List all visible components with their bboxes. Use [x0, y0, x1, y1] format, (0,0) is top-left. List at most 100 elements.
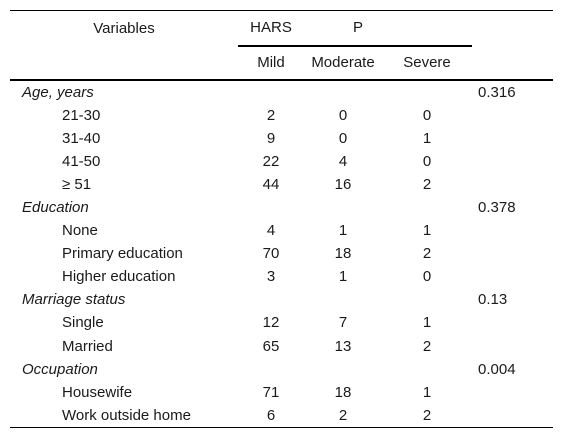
cell-moderate: 0	[338, 106, 348, 124]
row-label: 21-30	[62, 106, 101, 124]
group-row: Occupation 0.004	[10, 358, 553, 381]
group-empty-cell	[238, 289, 304, 312]
cell-mild: 4	[266, 222, 276, 240]
table-header: Variables HARS P Mild Moderate Severe	[10, 10, 553, 81]
group-label: Occupation	[22, 360, 98, 378]
cell-moderate: 13	[334, 337, 352, 355]
group-empty-cell	[382, 289, 472, 312]
cell-severe: 2	[382, 404, 472, 429]
header-severe: Severe	[382, 46, 472, 81]
row-label: Married	[62, 337, 113, 355]
header-p: P	[352, 19, 363, 36]
cell-mild: 71	[262, 383, 280, 401]
group-p-value: 0.13	[478, 291, 508, 309]
group-label: Age, years	[22, 83, 94, 101]
table-row: Single 12 7 1	[10, 312, 553, 335]
row-label: Higher education	[62, 268, 176, 286]
cell-mild: 65	[262, 337, 280, 355]
row-p-empty	[472, 127, 553, 150]
header-variables: Variables	[10, 10, 238, 46]
group-empty-cell	[382, 80, 472, 104]
header-empty-p-col	[472, 10, 553, 46]
row-p-empty	[472, 381, 553, 404]
table-row: Primary education 70 18 2	[10, 243, 553, 266]
group-empty-cell	[382, 358, 472, 381]
table-row: 31-40 9 0 1	[10, 127, 553, 150]
row-label: 31-40	[62, 129, 101, 147]
cell-mild: 2	[266, 106, 276, 124]
group-empty-cell	[304, 358, 382, 381]
cell-moderate: 18	[334, 383, 352, 401]
row-p-empty	[472, 104, 553, 127]
cell-severe: 2	[422, 337, 432, 355]
cell-moderate: 0	[338, 129, 348, 147]
table-row: 41-50 22 4 0	[10, 150, 553, 173]
table-row: None 4 1 1	[10, 220, 553, 243]
row-label: 41-50	[62, 152, 101, 170]
group-empty-cell	[382, 196, 472, 219]
row-label: ≥ 51	[62, 175, 92, 193]
cell-mild: 22	[262, 152, 280, 170]
row-label: Single	[62, 314, 104, 332]
cell-moderate: 1	[338, 222, 348, 240]
table-row: Higher education 3 1 0	[10, 266, 553, 289]
group-label: Education	[22, 199, 89, 217]
cell-severe: 1	[422, 222, 432, 240]
cell-severe: 0	[422, 152, 432, 170]
group-row: Age, years 0.316	[10, 80, 553, 104]
cell-severe: 1	[422, 314, 432, 332]
hars-table: Variables HARS P Mild Moderate Severe Ag…	[10, 10, 553, 429]
group-p-value: 0.378	[478, 199, 516, 217]
header-empty-p	[472, 46, 553, 81]
row-p-empty	[472, 173, 553, 196]
group-empty-cell	[238, 358, 304, 381]
cell-severe: 2	[422, 245, 432, 263]
group-empty-cell	[304, 80, 382, 104]
row-p-empty	[472, 266, 553, 289]
cell-severe: 1	[422, 129, 432, 147]
group-empty-cell	[238, 80, 304, 104]
header-row-2: Mild Moderate Severe	[10, 46, 553, 81]
table-row: Married 65 13 2	[10, 335, 553, 358]
group-empty-cell	[238, 196, 304, 219]
row-p-empty	[472, 404, 553, 429]
group-row: Marriage status 0.13	[10, 289, 553, 312]
cell-severe: 0	[422, 268, 432, 286]
cell-severe: 2	[422, 175, 432, 193]
header-row-1: Variables HARS P	[10, 10, 553, 47]
cell-mild: 3	[266, 268, 276, 286]
header-empty-var	[10, 46, 238, 81]
cell-moderate: 4	[338, 152, 348, 170]
cell-severe: 0	[422, 106, 432, 124]
cell-mild: 44	[262, 175, 280, 193]
table-row: Work outside home 6 2 2	[10, 404, 553, 429]
cell-mild: 9	[266, 129, 276, 147]
cell-mild: 12	[262, 314, 280, 332]
header-moderate: Moderate	[304, 46, 382, 81]
row-label: Housewife	[62, 383, 133, 401]
cell-mild: 6	[238, 404, 304, 429]
table-row: 21-30 2 0 0	[10, 104, 553, 127]
cell-moderate: 18	[334, 245, 352, 263]
row-p-empty	[472, 335, 553, 358]
row-p-empty	[472, 220, 553, 243]
row-label: None	[62, 222, 98, 240]
cell-mild: 70	[262, 245, 280, 263]
row-p-empty	[472, 243, 553, 266]
cell-moderate: 16	[334, 175, 352, 193]
group-label: Marriage status	[22, 291, 126, 309]
header-p-span: P	[304, 10, 472, 47]
table-body: Age, years 0.316 21-30 2 0 0 31-40 9 0 1 41-50 22 4 0…	[10, 80, 553, 429]
row-label: Work outside home	[10, 404, 238, 429]
cell-severe: 1	[422, 383, 432, 401]
row-p-empty	[472, 312, 553, 335]
group-p-value: 0.004	[478, 360, 516, 378]
group-empty-cell	[304, 289, 382, 312]
header-hars: HARS	[238, 10, 304, 47]
table-row: ≥ 51 44 16 2	[10, 173, 553, 196]
table-row: Housewife 71 18 1	[10, 381, 553, 404]
row-label: Primary education	[62, 245, 183, 263]
group-row: Education 0.378	[10, 196, 553, 219]
cell-moderate: 2	[304, 404, 382, 429]
group-p-value: 0.316	[478, 83, 516, 101]
